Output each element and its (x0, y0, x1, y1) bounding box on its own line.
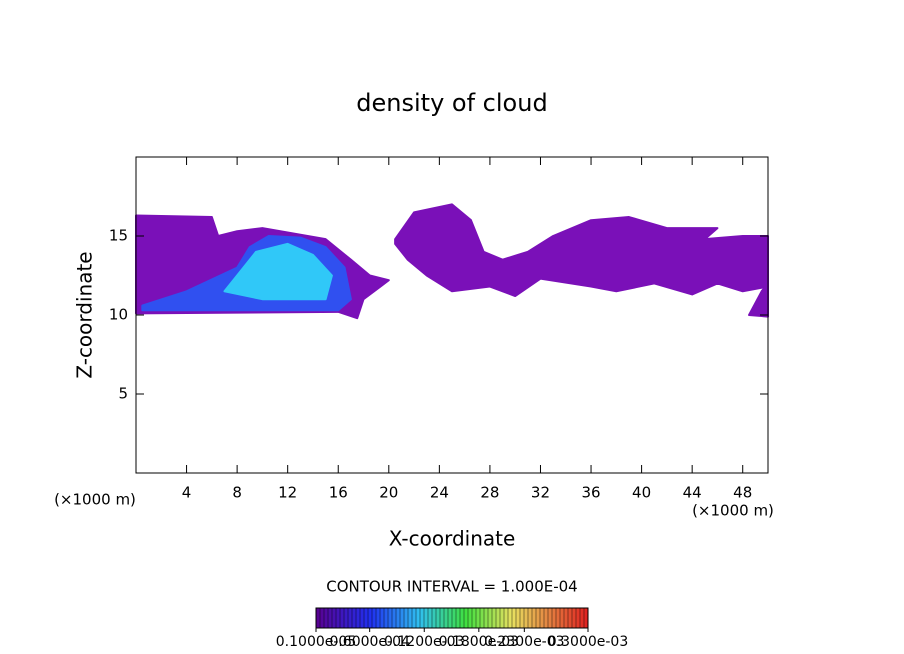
y-tick-label: 15 (109, 227, 128, 245)
y-axis-title: Z-coordinate (73, 251, 97, 378)
x-tick-label: 32 (531, 484, 550, 502)
x-tick-label: 36 (581, 484, 600, 502)
x-tick-label: 28 (480, 484, 499, 502)
x-tick-label: 40 (632, 484, 651, 502)
x-tick-label: 16 (329, 484, 348, 502)
colorbar-stripes (319, 608, 585, 628)
contour-interval: CONTOUR INTERVAL = 1.000E-04 (326, 578, 577, 596)
colorbar-tick-label: 0.1000e-05 (276, 634, 356, 650)
cloud-region (223, 242, 333, 301)
y-tick-label: 5 (118, 385, 128, 403)
x-tick-label: 44 (683, 484, 702, 502)
x-tick-label: 8 (232, 484, 242, 502)
chart-title: density of cloud (356, 89, 547, 117)
x-tick-label: 12 (278, 484, 297, 502)
plot-area (135, 203, 769, 320)
colorbar-tick-label: 0.6000e-04 (329, 634, 410, 650)
y-unit-label: (×1000 m) (54, 491, 136, 509)
colorbar-tick-label: 0.1200e-03 (384, 634, 464, 650)
x-tick-label: 24 (430, 484, 449, 502)
x-unit-label: (×1000 m) (692, 502, 774, 520)
cloud-region (394, 203, 769, 298)
x-tick-label: 4 (182, 484, 192, 502)
x-tick-label: 20 (379, 484, 398, 502)
colorbar-tick-label: 0.1800e-03 (439, 634, 519, 650)
x-axis-title: X-coordinate (389, 527, 516, 551)
colorbar-tick-label: 0.3000e-03 (548, 634, 628, 650)
y-tick-label: 10 (109, 306, 128, 324)
colorbar-tick-label: 0.2300e-03 (484, 634, 564, 650)
colorbar-frame (315, 607, 589, 629)
x-tick-label: 48 (733, 484, 752, 502)
